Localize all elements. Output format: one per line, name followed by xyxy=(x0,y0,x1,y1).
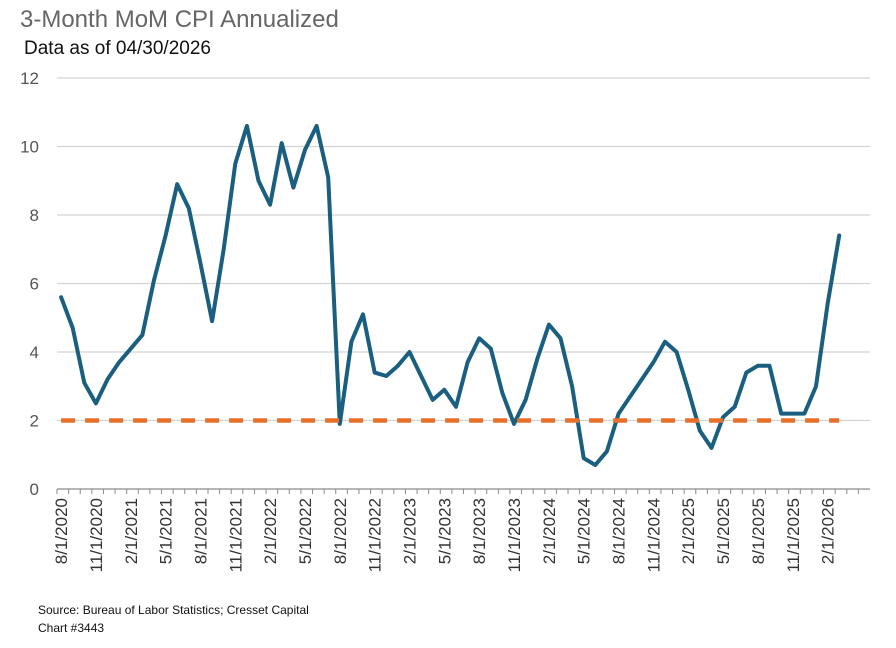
x-tick-label: 11/1/2023 xyxy=(505,498,524,572)
y-axis: 0 2 4 6 8 10 12 xyxy=(20,69,39,499)
x-tick-label: 11/1/2021 xyxy=(226,498,245,572)
x-tick-label: 5/1/2023 xyxy=(435,498,454,564)
x-tick-label: 8/1/2021 xyxy=(191,498,210,564)
series-layer xyxy=(59,123,842,467)
source-note: Source: Bureau of Labor Statistics; Cres… xyxy=(38,603,309,617)
gridlines xyxy=(57,77,870,422)
x-tick-label: 11/1/2022 xyxy=(366,498,385,572)
y-tick-label: 0 xyxy=(30,480,39,499)
chart-number: Chart #3443 xyxy=(38,621,105,635)
y-tick-label: 4 xyxy=(30,343,39,362)
x-tick-label: 11/1/2020 xyxy=(87,498,106,572)
x-axis: 8/1/2020 11/1/2020 2/1/2021 5/1/2021 8/1/202… xyxy=(52,488,870,572)
x-tick-label: 8/1/2023 xyxy=(470,498,489,564)
cpi-series-line xyxy=(59,123,842,467)
x-tick-label: 11/1/2024 xyxy=(644,498,663,572)
x-tick-label: 2/1/2022 xyxy=(261,498,280,564)
x-tick-label: 5/1/2024 xyxy=(575,498,594,564)
x-tick-label: 2/1/2025 xyxy=(679,498,698,564)
x-tick-label: 5/1/2021 xyxy=(157,498,176,564)
x-tick-label: 2/1/2021 xyxy=(122,498,141,564)
y-tick-label: 10 xyxy=(20,138,39,157)
y-tick-label: 2 xyxy=(30,412,39,431)
x-tick-label: 8/1/2024 xyxy=(610,498,629,564)
x-tick-label: 11/1/2025 xyxy=(784,498,803,572)
x-tick-label: 8/1/2025 xyxy=(749,498,768,564)
line-chart: 0 2 4 6 8 10 12 8/1/2020 11/1/2020 2/1/2021 5/1/2… xyxy=(20,69,870,572)
y-tick-label: 12 xyxy=(20,69,39,88)
chart-subtitle: Data as of 04/30/2026 xyxy=(24,38,211,59)
y-tick-label: 6 xyxy=(30,275,39,294)
x-tick-label: 2/1/2026 xyxy=(819,498,838,564)
x-tick-label: 8/1/2022 xyxy=(331,498,350,564)
y-tick-label: 8 xyxy=(30,206,39,225)
x-tick-label: 2/1/2024 xyxy=(540,498,559,564)
x-tick-label: 5/1/2022 xyxy=(296,498,315,564)
x-tick-label: 8/1/2020 xyxy=(52,498,71,564)
chart-title: 3-Month MoM CPI Annualized xyxy=(20,6,339,33)
x-tick-label: 5/1/2025 xyxy=(714,498,733,564)
x-tick-label: 2/1/2023 xyxy=(400,498,419,564)
